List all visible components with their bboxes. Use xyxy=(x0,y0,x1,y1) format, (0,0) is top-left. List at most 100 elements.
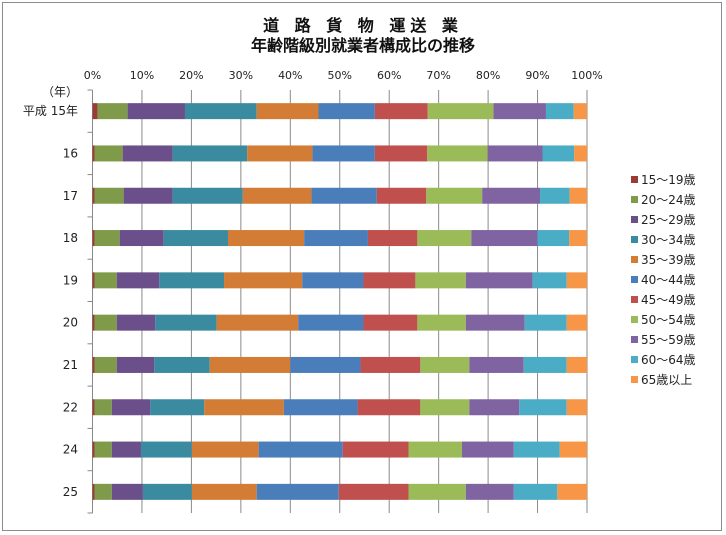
x-tick-label: 60% xyxy=(377,69,401,82)
chart-subtitle: 年齢階級別就業者構成比の推移 xyxy=(250,36,475,55)
bar-segment xyxy=(566,272,587,289)
bar-segment xyxy=(471,230,538,247)
bar-segment xyxy=(566,399,587,416)
bar-segment xyxy=(304,230,368,247)
bar-segment xyxy=(420,356,470,373)
y-tick-label: 平成 15年 xyxy=(23,104,78,118)
bar-segment xyxy=(408,441,462,458)
legend-swatch xyxy=(631,296,638,303)
bar-segment xyxy=(415,272,466,289)
y-tick-label: 24 xyxy=(63,443,78,457)
legend-swatch xyxy=(631,356,638,363)
y-tick-label: 21 xyxy=(63,358,78,372)
x-tick-label: 30% xyxy=(229,69,253,82)
legend-label: 65歳以上 xyxy=(641,373,692,387)
bar-segment xyxy=(566,314,587,331)
bar-segment xyxy=(540,187,570,204)
bar-segment xyxy=(256,483,339,500)
bar-segment xyxy=(94,314,117,331)
x-tick-label: 80% xyxy=(476,69,500,82)
x-tick-label: 0% xyxy=(84,69,101,82)
bar-segment xyxy=(513,483,558,500)
legend-label: 50〜54歳 xyxy=(641,313,696,327)
legend-swatch xyxy=(631,216,638,223)
bar-segment xyxy=(360,356,421,373)
y-tick-label: 22 xyxy=(63,400,78,414)
bar-segment xyxy=(142,483,192,500)
bar-segment xyxy=(566,356,587,373)
bar-segment xyxy=(122,145,173,162)
bar-segment xyxy=(154,356,210,373)
legend-label: 45〜49歳 xyxy=(641,293,696,307)
bar-segment xyxy=(559,441,587,458)
bar-segment xyxy=(427,103,494,120)
y-tick-label: 18 xyxy=(63,231,78,245)
bar-segment xyxy=(376,187,427,204)
bar-segment xyxy=(256,103,319,120)
legend-swatch xyxy=(631,196,638,203)
bar-segment xyxy=(427,145,488,162)
bar-segment xyxy=(545,103,574,120)
bar-segment xyxy=(465,314,525,331)
y-tick-label: 20 xyxy=(63,316,78,330)
bar-segment xyxy=(420,399,470,416)
bar-segment xyxy=(290,356,361,373)
bar-segment xyxy=(513,441,560,458)
x-tick-label: 40% xyxy=(278,69,302,82)
bar-segment xyxy=(311,187,377,204)
bar-segment xyxy=(493,103,546,120)
bar-segment xyxy=(111,441,141,458)
bar-segment xyxy=(92,441,95,458)
bar-segment xyxy=(159,272,225,289)
bar-segment xyxy=(247,145,313,162)
bar-segment xyxy=(94,356,117,373)
bar-segment xyxy=(569,230,587,247)
bar-segment xyxy=(537,230,570,247)
bar-segment xyxy=(574,145,587,162)
y-tick-label: 16 xyxy=(63,146,78,160)
legend-label: 60〜64歳 xyxy=(641,353,696,367)
bar-segment xyxy=(127,103,185,120)
bar-segment xyxy=(92,314,95,331)
bar-segment xyxy=(408,483,466,500)
bar-segment xyxy=(312,145,375,162)
bar-segment xyxy=(357,399,421,416)
x-tick-label: 70% xyxy=(426,69,450,82)
bar-segment xyxy=(123,187,173,204)
bar-segment xyxy=(92,103,98,120)
bar-segment xyxy=(523,356,567,373)
y-tick-label: 19 xyxy=(63,273,78,287)
bar-segment xyxy=(94,145,123,162)
bar-segment xyxy=(367,230,418,247)
bar-segment xyxy=(172,187,243,204)
bar-segment xyxy=(374,145,428,162)
bar-segment xyxy=(191,441,259,458)
bar-segment xyxy=(569,187,587,204)
y-axis-label: （年） xyxy=(42,85,78,99)
bar-segment xyxy=(374,103,428,120)
bar-segment xyxy=(532,272,567,289)
bar-segment xyxy=(94,230,120,247)
bar-segment xyxy=(204,399,284,416)
bar-segment xyxy=(111,399,151,416)
bar-segment xyxy=(338,483,409,500)
bar-segment xyxy=(469,356,524,373)
bar-segment xyxy=(519,399,567,416)
bar-segment xyxy=(163,230,228,247)
bar-segment xyxy=(92,483,95,500)
bar-segment xyxy=(487,145,543,162)
bar-segment xyxy=(116,314,156,331)
legend-label: 25〜29歳 xyxy=(641,213,696,227)
legend-swatch xyxy=(631,256,638,263)
legend-label: 55〜59歳 xyxy=(641,333,696,347)
legend-swatch xyxy=(631,276,638,283)
legend-label: 40〜44歳 xyxy=(641,273,696,287)
legend-label: 20〜24歳 xyxy=(641,193,696,207)
bar-segment xyxy=(363,272,416,289)
bar-segment xyxy=(417,230,472,247)
bar-segment xyxy=(524,314,567,331)
bar-segment xyxy=(342,441,409,458)
bar-segment xyxy=(94,483,112,500)
legend-swatch xyxy=(631,316,638,323)
bar-segment xyxy=(94,187,124,204)
